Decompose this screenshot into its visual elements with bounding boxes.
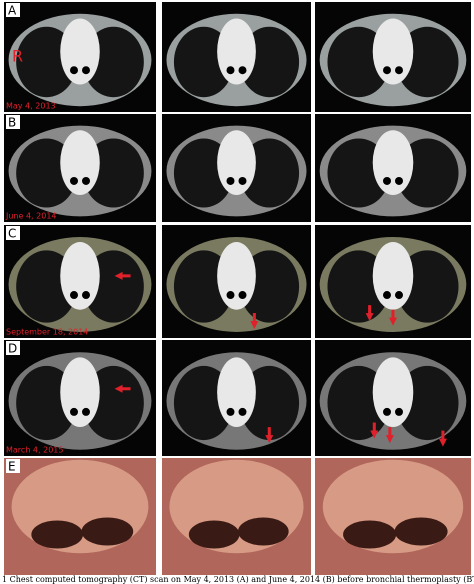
airway [238, 407, 247, 416]
lumen [81, 517, 134, 546]
airway [383, 407, 391, 416]
mediastinum [372, 357, 414, 428]
label-box [6, 115, 20, 129]
lumen [394, 517, 448, 546]
airway [226, 407, 235, 416]
airway [383, 291, 391, 300]
label-box [6, 3, 20, 17]
arrow [370, 422, 379, 439]
mediastinum [372, 130, 414, 196]
airway [82, 66, 90, 75]
arrow [250, 313, 259, 330]
mediastinum [60, 241, 100, 310]
panel-label: B [8, 116, 16, 130]
date-label: March 4, 2015 [6, 446, 63, 455]
date-label: May 4, 2013 [6, 102, 56, 111]
mediastinum [217, 241, 256, 310]
airway [226, 66, 235, 75]
airway [82, 407, 90, 416]
airway [70, 407, 78, 416]
arrow [114, 384, 131, 393]
panel-label: A [8, 4, 17, 18]
lumen [237, 517, 289, 546]
mediastinum [372, 241, 414, 310]
airway [226, 176, 235, 185]
airway [395, 66, 403, 75]
label-box [6, 226, 20, 240]
airway [82, 176, 90, 185]
panel-label: D [8, 342, 17, 356]
arrow [385, 427, 394, 444]
label-box [6, 459, 20, 473]
airway [395, 291, 403, 300]
lumen [31, 520, 84, 549]
mediastinum [217, 18, 256, 85]
airway [383, 66, 391, 75]
arrow [438, 430, 447, 447]
mediastinum [60, 18, 100, 85]
panel-label: E [8, 460, 16, 474]
panel-label: C [8, 227, 16, 241]
mediastinum [60, 357, 100, 428]
mediastinum [217, 130, 256, 196]
airway [383, 176, 391, 185]
airway [226, 291, 235, 300]
lumen [188, 520, 240, 549]
airway [238, 291, 247, 300]
airway [395, 407, 403, 416]
airway [238, 176, 247, 185]
mediastinum [60, 130, 100, 196]
airway [238, 66, 247, 75]
airway [70, 291, 78, 300]
lumen [343, 520, 397, 549]
side-marker: R [12, 47, 23, 66]
date-label: September 18, 2014 [6, 328, 88, 337]
arrow [114, 271, 131, 280]
arrow [265, 427, 274, 444]
arrow [365, 305, 374, 322]
arrow [389, 309, 397, 326]
airway [70, 66, 78, 75]
date-label: June 4, 2014 [5, 212, 57, 221]
caption: 1 Chest computed tomography (CT) scan on… [2, 575, 474, 584]
mediastinum [372, 18, 414, 85]
airway [395, 176, 403, 185]
airway [70, 176, 78, 185]
airway [82, 291, 90, 300]
mediastinum [217, 357, 256, 428]
label-box [6, 341, 20, 355]
